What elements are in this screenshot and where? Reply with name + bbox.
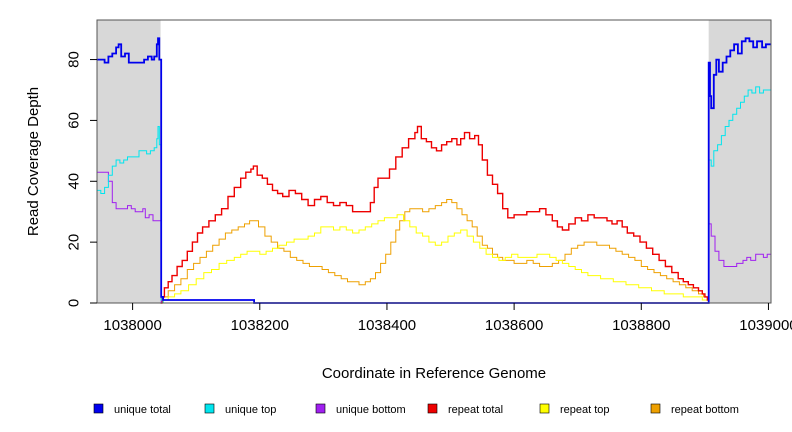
x-tick-label: 1038200: [231, 317, 289, 334]
legend-swatch-unique-top: [204, 403, 215, 414]
series-lines: [97, 37, 772, 304]
legend-label-repeat-bottom: repeat bottom: [671, 404, 739, 416]
x-tick-label: 1038800: [612, 317, 670, 334]
legend-label-unique-top: unique top: [225, 404, 276, 416]
legend-label-unique-total: unique total: [114, 404, 171, 416]
plot-frame: [96, 19, 772, 304]
x-tick-label: 1039000: [739, 317, 792, 334]
y-tick-label: 20: [66, 234, 83, 251]
x-tick-label: 1038000: [103, 317, 161, 334]
x-tick-label: 1038400: [358, 317, 416, 334]
shaded-region-1: [97, 20, 161, 303]
legend-swatch-repeat-top: [539, 403, 550, 414]
series-line-repeat-total: [160, 125, 710, 304]
legend-label-unique-bottom: unique bottom: [336, 404, 406, 416]
legend-label-repeat-total: repeat total: [448, 404, 503, 416]
series-line-repeat-bottom: [160, 199, 710, 304]
x-axis-title: Coordinate in Reference Genome: [322, 365, 546, 382]
legend-swatch-unique-bottom: [315, 403, 326, 414]
x-axis: 1038000 1038200 1038400 1038600 1038800 10390…: [103, 303, 792, 334]
y-tick-label: 0: [66, 299, 83, 307]
y-axis: 0 20 40 60 80: [66, 51, 97, 307]
y-tick-label: 40: [66, 173, 83, 190]
y-axis-title: Read Coverage Depth: [25, 87, 42, 236]
legend-swatch-repeat-bottom: [650, 403, 661, 414]
legend-label-repeat-top: repeat top: [560, 404, 610, 416]
legend-swatch-unique-total: [93, 403, 104, 414]
legend: unique total unique top unique bottom repea…: [93, 403, 739, 416]
shaded-regions: [97, 20, 771, 303]
y-tick-label: 60: [66, 112, 83, 129]
x-tick-label: 1038600: [485, 317, 543, 334]
y-tick-label: 80: [66, 51, 83, 68]
legend-swatch-repeat-total: [427, 403, 438, 414]
series-line-unique-top: [97, 86, 772, 304]
series-line-unique-total: [97, 37, 771, 304]
series-line-repeat-top: [160, 214, 710, 304]
